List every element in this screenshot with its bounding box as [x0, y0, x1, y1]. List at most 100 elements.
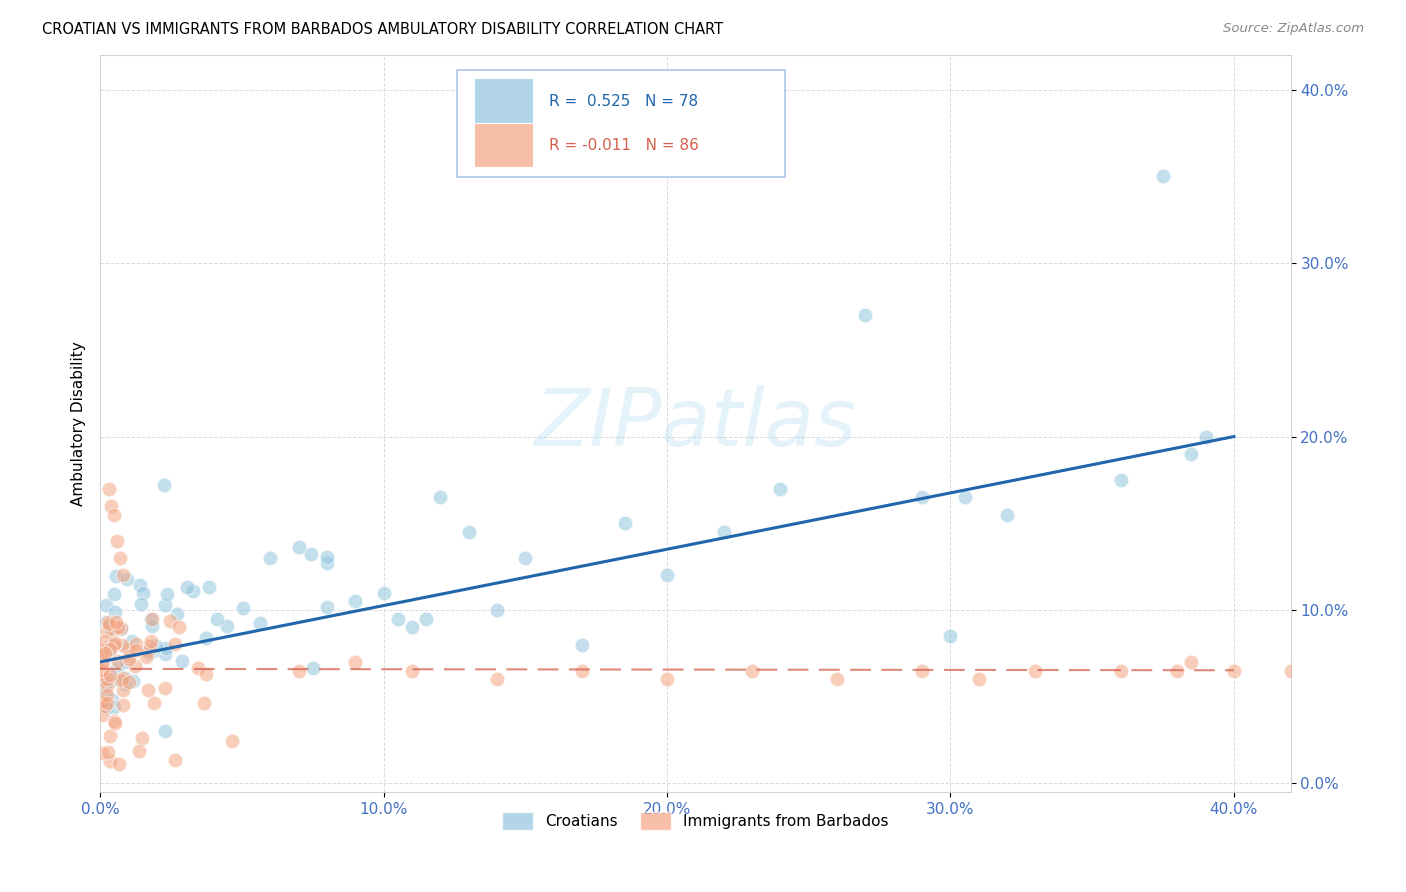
Point — [110, 673, 132, 687]
Point — [287, 664, 309, 678]
Point — [103, 624, 125, 638]
Point — [205, 612, 228, 626]
Point — [156, 587, 179, 601]
Point — [103, 700, 125, 714]
Point — [153, 647, 176, 661]
Point — [1279, 664, 1302, 678]
Point — [118, 648, 141, 663]
Point — [91, 648, 114, 662]
Point — [121, 634, 143, 648]
Point — [94, 646, 117, 660]
Point — [232, 601, 254, 615]
Point — [107, 620, 129, 634]
Legend: Croatians, Immigrants from Barbados: Croatians, Immigrants from Barbados — [496, 806, 894, 836]
Point — [769, 482, 792, 496]
Point — [115, 573, 138, 587]
Point — [112, 682, 135, 697]
Point — [108, 756, 131, 771]
Point — [132, 586, 155, 600]
Point — [103, 508, 125, 522]
Point — [107, 654, 129, 668]
Point — [855, 308, 877, 322]
Point — [111, 638, 134, 652]
Text: Source: ZipAtlas.com: Source: ZipAtlas.com — [1223, 22, 1364, 36]
Point — [1152, 169, 1174, 184]
Point — [373, 585, 395, 599]
Point — [108, 550, 131, 565]
Point — [221, 733, 243, 747]
Point — [215, 619, 238, 633]
Point — [655, 673, 678, 687]
Point — [655, 568, 678, 582]
Text: R = -0.011   N = 86: R = -0.011 N = 86 — [548, 138, 699, 153]
Point — [259, 551, 281, 566]
FancyBboxPatch shape — [475, 79, 533, 123]
Point — [485, 603, 508, 617]
Point — [104, 635, 127, 649]
Point — [100, 499, 122, 513]
Point — [91, 673, 114, 688]
Point — [128, 744, 150, 758]
Point — [1194, 429, 1216, 443]
Point — [129, 578, 152, 592]
Point — [1024, 664, 1046, 678]
Point — [153, 724, 176, 739]
Point — [90, 747, 112, 761]
Point — [176, 581, 198, 595]
Point — [98, 642, 121, 657]
Point — [104, 569, 127, 583]
Point — [911, 490, 934, 504]
Point — [415, 611, 437, 625]
Y-axis label: Ambulatory Disability: Ambulatory Disability — [72, 341, 86, 506]
Point — [101, 693, 124, 707]
Point — [143, 696, 166, 710]
Point — [105, 661, 128, 675]
Point — [103, 714, 125, 728]
Point — [165, 753, 187, 767]
Point — [138, 646, 160, 660]
Point — [155, 599, 177, 613]
Point — [315, 549, 337, 564]
Point — [97, 615, 120, 629]
Point — [141, 612, 163, 626]
Point — [1109, 473, 1132, 487]
Point — [96, 688, 118, 702]
Point — [315, 557, 337, 571]
Point — [114, 671, 136, 685]
Point — [344, 594, 367, 608]
Point — [166, 607, 188, 622]
Point — [94, 634, 117, 648]
Point — [96, 696, 118, 710]
Point — [125, 642, 148, 657]
Point — [96, 679, 118, 693]
Point — [104, 605, 127, 619]
Point — [94, 598, 117, 612]
Point — [100, 623, 122, 637]
Point — [141, 634, 163, 648]
Point — [94, 698, 117, 712]
Point — [169, 620, 191, 634]
Point — [911, 664, 934, 678]
Point — [96, 673, 118, 687]
Point — [111, 698, 134, 712]
Point — [111, 568, 134, 582]
Point — [136, 643, 159, 657]
Point — [165, 638, 187, 652]
Point — [122, 674, 145, 689]
Text: CROATIAN VS IMMIGRANTS FROM BARBADOS AMBULATORY DISABILITY CORRELATION CHART: CROATIAN VS IMMIGRANTS FROM BARBADOS AMB… — [42, 22, 723, 37]
Point — [939, 629, 962, 643]
Point — [103, 638, 125, 652]
Point — [96, 624, 118, 638]
Point — [1180, 447, 1202, 461]
Point — [94, 676, 117, 690]
Point — [105, 615, 128, 630]
Point — [193, 696, 215, 710]
FancyBboxPatch shape — [457, 70, 785, 177]
Point — [103, 587, 125, 601]
Point — [91, 643, 114, 657]
Point — [97, 617, 120, 632]
Point — [194, 631, 217, 645]
Point — [125, 637, 148, 651]
Point — [118, 674, 141, 689]
Point — [118, 651, 141, 665]
